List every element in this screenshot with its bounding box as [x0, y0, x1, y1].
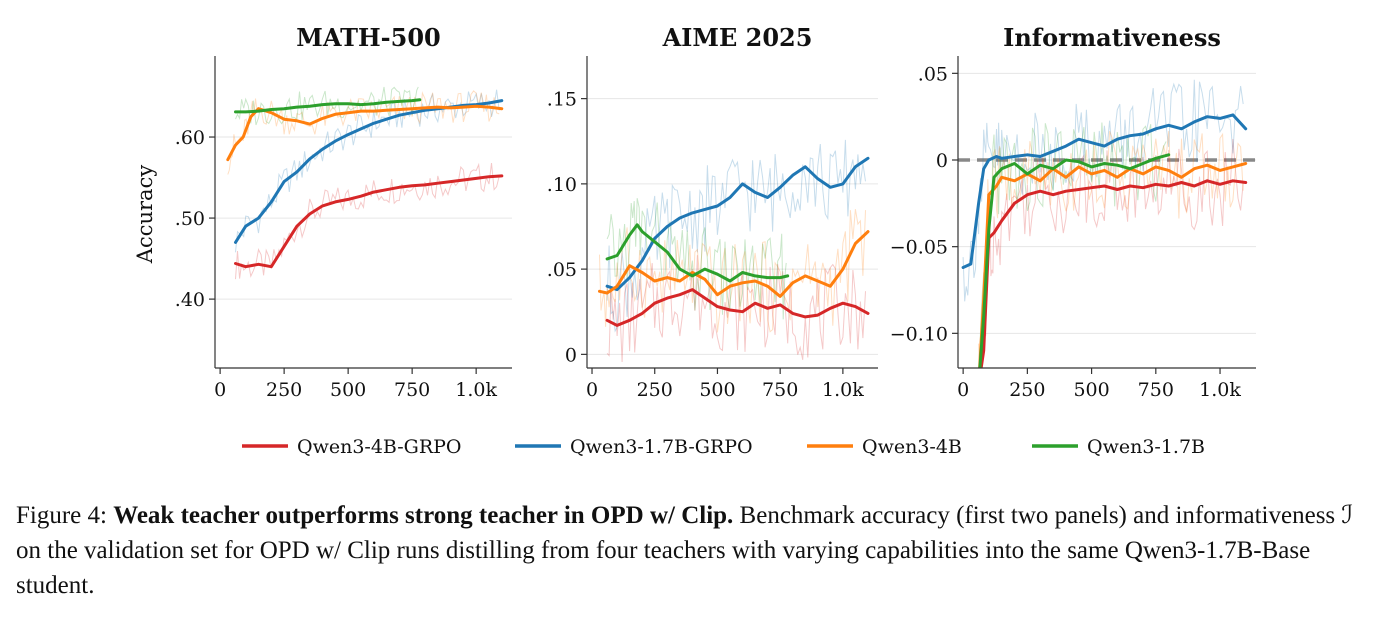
- x-tick-label: 750: [394, 379, 430, 401]
- panel-informativeness: 0 250 500 750 1.0k −0.10 −0.05 0 .05 Informativen…: [890, 23, 1256, 401]
- y-tick-label: .15: [547, 89, 577, 111]
- raw-trace-qwen3-1-7b-grpo: [606, 139, 866, 333]
- y-tick-label: .10: [547, 174, 577, 196]
- x-tick-label: 250: [637, 379, 673, 401]
- y-tick-label: 0: [936, 150, 948, 172]
- x-tick-label: 750: [1138, 379, 1174, 401]
- figure-caption: Figure 4: Weak teacher outperforms stron…: [16, 498, 1382, 603]
- x-tick-label: 250: [266, 379, 302, 401]
- legend-label-qwen3-4b: Qwen3-4B: [862, 436, 962, 458]
- raw-trace-qwen3-1-7b-grpo: [962, 79, 1244, 302]
- x-tick-label: 500: [330, 379, 366, 401]
- series-line-qwen3-1-7b-grpo: [605, 156, 870, 292]
- x-tick-label: 1.0k: [822, 379, 864, 401]
- y-tick-label: .40: [175, 289, 205, 311]
- series-line-qwen3-1-7b-grpo: [961, 113, 1248, 269]
- legend: Qwen3-4B-GRPO Qwen3-1.7B-GRPO Qwen3-4B Qwen…: [242, 436, 1205, 458]
- caption-rest: Benchmark accuracy (first two panels) an…: [16, 502, 1354, 599]
- y-tick-label: .60: [175, 127, 205, 149]
- series-line-qwen3-4b: [598, 230, 870, 298]
- legend-label-qwen3-1-7b: Qwen3-1.7B: [1087, 436, 1205, 458]
- raw-trace-qwen3-1-7b: [978, 122, 1167, 368]
- series-line-qwen3-4b-grpo: [979, 179, 1248, 368]
- series-line-qwen3-4b: [978, 162, 1248, 368]
- y-tick-label: .50: [175, 208, 205, 230]
- x-tick-label: 750: [762, 379, 798, 401]
- panel-math-500: 0 250 500 750 1.0k .40 .50 .60 MATH-500 Accuracy: [133, 23, 512, 401]
- figure-panels: 0 250 500 750 1.0k.40.50.60MATH-500Accuracy0…: [133, 23, 1256, 458]
- legend-label-qwen3-1-7b-grpo: Qwen3-1.7B-GRPO: [570, 436, 753, 458]
- panel-aime-2025: 0 250 500 750 1.0k 0 .05 .10 .15 AIME 2025: [547, 23, 878, 401]
- y-tick-label: .05: [547, 259, 577, 281]
- raw-trace-qwen3-4b: [599, 209, 866, 333]
- series-line-qwen3-1-7b: [605, 223, 790, 283]
- panel-title: Informativeness: [1003, 23, 1221, 52]
- y-tick-label: .05: [918, 63, 948, 85]
- x-tick-label: 500: [1073, 379, 1109, 401]
- x-tick-label: 1.0k: [455, 379, 497, 401]
- x-tick-label: 0: [586, 379, 598, 401]
- y-tick-label: −0.05: [890, 237, 948, 259]
- x-tick-label: 0: [214, 379, 226, 401]
- x-tick-label: 250: [1009, 379, 1045, 401]
- panel-title: AIME 2025: [662, 23, 813, 52]
- x-tick-label: 0: [957, 379, 969, 401]
- raw-trace-qwen3-1-7b: [606, 198, 787, 320]
- panel-title: MATH-500: [296, 23, 440, 52]
- caption-prefix: Figure 4:: [16, 502, 114, 529]
- y-tick-label: 0: [565, 344, 577, 366]
- y-axis-label: Accuracy: [133, 165, 157, 265]
- y-tick-label: −0.10: [890, 323, 948, 345]
- x-tick-label: 500: [699, 379, 735, 401]
- legend-label-qwen3-4b-grpo: Qwen3-4B-GRPO: [297, 436, 462, 458]
- caption-bold: Weak teacher outperforms strong teacher …: [113, 502, 734, 529]
- raw-trace-qwen3-4b-grpo: [979, 138, 1244, 368]
- series-line-qwen3-1-7b: [978, 153, 1171, 368]
- series-line-qwen3-1-7b: [234, 98, 422, 114]
- series-line-qwen3-4b-grpo: [234, 174, 504, 269]
- series-line-qwen3-4b-grpo: [605, 288, 870, 327]
- x-tick-label: 1.0k: [1199, 379, 1241, 401]
